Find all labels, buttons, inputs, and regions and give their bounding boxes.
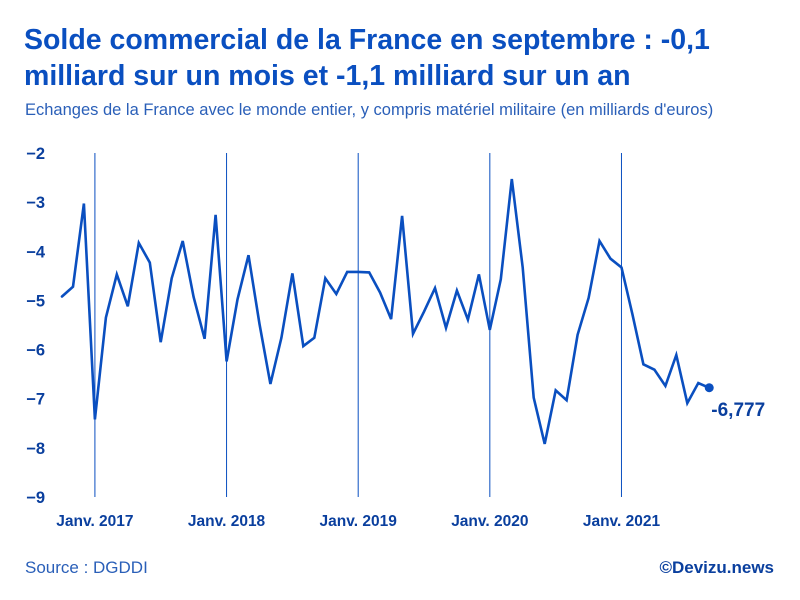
annotations: -6,777	[704, 383, 765, 421]
y-tick-label: −3	[26, 194, 45, 212]
chart-subtitle: Echanges de la France avec le monde enti…	[25, 101, 714, 119]
last-value-marker	[704, 383, 714, 393]
y-axis: −2 −3 −4 −5 −6 −7 −8 −9	[26, 145, 46, 507]
y-tick-label: −7	[26, 391, 45, 409]
chart-title: Solde commercial de la France en septemb…	[24, 24, 710, 92]
y-tick-label: −8	[26, 440, 45, 458]
source-note: Source : DGDDI	[25, 558, 148, 577]
y-tick-label: −2	[26, 145, 45, 163]
x-tick-label: Janv. 2017	[56, 513, 133, 530]
y-tick-label: −5	[26, 292, 45, 310]
y-tick-label: −9	[26, 489, 45, 507]
x-tick-label: Janv. 2018	[188, 513, 266, 530]
x-tick-label: Janv. 2019	[320, 513, 398, 530]
credit-note: ©Devizu.news	[659, 558, 774, 577]
last-value-label: -6,777	[711, 400, 765, 421]
series-layer	[60, 178, 711, 445]
series-line-0	[60, 178, 711, 445]
gridlines	[94, 153, 622, 497]
y-tick-label: −4	[26, 243, 46, 261]
y-tick-label: −6	[26, 342, 45, 360]
x-tick-label: Janv. 2020	[451, 513, 528, 530]
x-tick-label: Janv. 2021	[583, 513, 661, 530]
x-axis: Janv. 2017 Janv. 2018 Janv. 2019 Janv. 2020…	[56, 513, 660, 530]
